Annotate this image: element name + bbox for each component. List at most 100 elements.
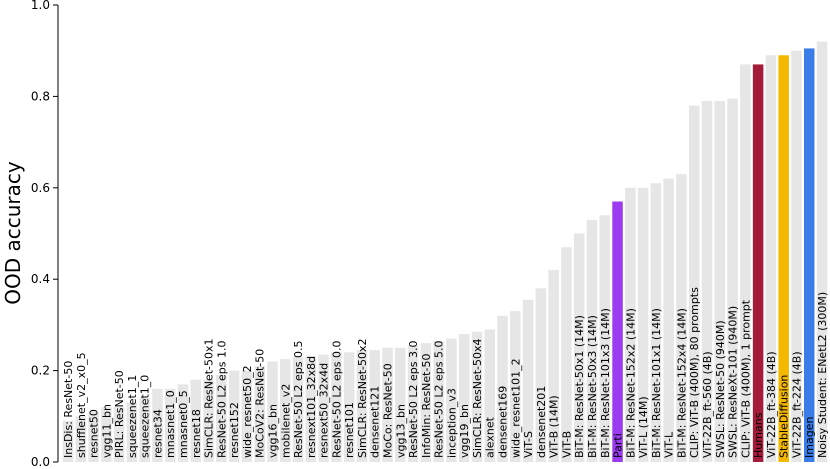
category-label: densenet169 [497, 386, 510, 458]
category-label: InfoMin: ResNet-50 [420, 354, 433, 458]
bar [535, 288, 547, 462]
category-label: SWSL: ResNeXt-101 (940M) [727, 306, 740, 458]
category-label: ViT-S [522, 431, 535, 458]
bar [458, 334, 470, 462]
y-axis-label: OOD accuracy [1, 161, 25, 305]
bar [803, 48, 815, 462]
category-label: Imagen [803, 417, 816, 458]
bar [75, 416, 87, 462]
bar [280, 359, 291, 462]
bar [522, 299, 534, 462]
bar [727, 98, 738, 462]
bar [497, 315, 508, 462]
category-label: squeezenet1_1 [126, 375, 139, 458]
category-label: ViT-B [560, 431, 573, 458]
category-label: alexnet [484, 416, 497, 458]
bar [510, 311, 521, 462]
y-tick-label: 0.8 [31, 89, 50, 103]
bar [88, 411, 99, 462]
category-label: vgg16_bn [266, 404, 279, 458]
category-label: resnet152 [228, 402, 241, 458]
category-label: mnasnet0_5 [177, 390, 190, 458]
category-label: ViT-22B_ft-224 (4B) [790, 351, 803, 458]
category-label: mobilenet_v2 [279, 384, 292, 458]
category-label: ViT-22B_ft-384 (4B) [765, 351, 778, 458]
category-label: resnet18 [190, 409, 203, 458]
category-label: mnasnet1_0 [164, 390, 177, 458]
category-label: SimCLR: ResNet-50x1 [203, 338, 216, 458]
y-tick-label: 1.0 [31, 0, 50, 12]
category-label: CLIP: ViT-B (400M), 1 prompt [739, 299, 752, 458]
bar [561, 247, 572, 462]
bar [382, 347, 393, 462]
category-label: ViT-L [663, 431, 676, 458]
bar [318, 354, 329, 462]
category-label: wide_resnet101_2 [509, 358, 522, 458]
bar [791, 50, 802, 462]
bar [113, 407, 125, 462]
category-label: ViT-22B_ft-560 (4B) [701, 351, 714, 458]
bar [573, 233, 585, 462]
category-label: ViT-B (14M) [548, 395, 561, 458]
bar [126, 402, 138, 462]
category-label: resnet34 [151, 409, 164, 458]
bar [267, 361, 278, 462]
bar [164, 388, 176, 462]
bar [369, 350, 380, 462]
category-label: ResNet-50 L2 eps 0.0 [330, 340, 343, 458]
category-label: resnext50_32x4d [318, 363, 331, 458]
bar [203, 379, 214, 462]
bar [152, 388, 163, 462]
category-label: Humans [752, 412, 765, 458]
bar [714, 100, 726, 462]
category-label: ViT-L (14M) [637, 396, 650, 458]
bar [395, 347, 406, 462]
bar [625, 187, 636, 463]
y-tick-label: 0.0 [31, 455, 50, 469]
category-label: BiT-M: ResNet-152x4 (14M) [675, 308, 688, 458]
bar [816, 41, 828, 463]
bar [228, 370, 240, 462]
category-label: Parti [612, 433, 625, 458]
bar [688, 105, 700, 462]
bar [650, 183, 662, 463]
y-tick-label: 0.2 [31, 364, 50, 378]
y-tick-label: 0.6 [31, 181, 50, 195]
bar [177, 384, 189, 462]
bar [254, 366, 265, 462]
bar [190, 379, 202, 462]
bar [433, 340, 444, 462]
bar [331, 352, 342, 462]
bar [778, 55, 789, 463]
category-label: vgg19_bn [458, 404, 471, 458]
category-label: BiT-M: ResNet-101x1 (14M) [650, 308, 663, 458]
bar [407, 345, 419, 462]
category-label: BiT-M: ResNet-152x2 (14M) [624, 308, 637, 458]
category-label: SimCLR: ResNet-50x2 [356, 338, 369, 458]
category-label: CLIP: ViT-B (400M), 80 prompts [688, 287, 701, 458]
category-label: ResNet-50 L2 eps 3.0 [407, 340, 420, 458]
bar [676, 174, 687, 462]
bar [701, 100, 713, 462]
bar [420, 343, 432, 462]
category-label: SWSL: ResNet-50 (940M) [714, 320, 727, 458]
bar [484, 329, 495, 462]
category-label: ResNet-50 L2 eps 0.5 [292, 340, 305, 458]
bar [637, 187, 649, 463]
bar [740, 64, 751, 462]
category-label: wide_resnet50_2 [241, 365, 254, 458]
bar [471, 331, 483, 462]
category-label: ResNet-50 L2 eps 5.0 [433, 340, 446, 458]
category-label: resnet101 [343, 402, 356, 458]
category-label: BiT-M: ResNet-101x3 (14M) [599, 308, 612, 458]
bar [446, 338, 457, 462]
category-label: shufflenet_v2_x0_5 [75, 352, 88, 458]
bar [586, 219, 598, 462]
category-label: InsDis: ResNet-50 [62, 361, 75, 458]
category-label: StableDiffusion [778, 375, 791, 458]
bar [241, 370, 253, 462]
bar [599, 215, 611, 462]
category-label: resnext101_32x8d [305, 356, 318, 458]
category-label: densenet121 [369, 386, 382, 458]
